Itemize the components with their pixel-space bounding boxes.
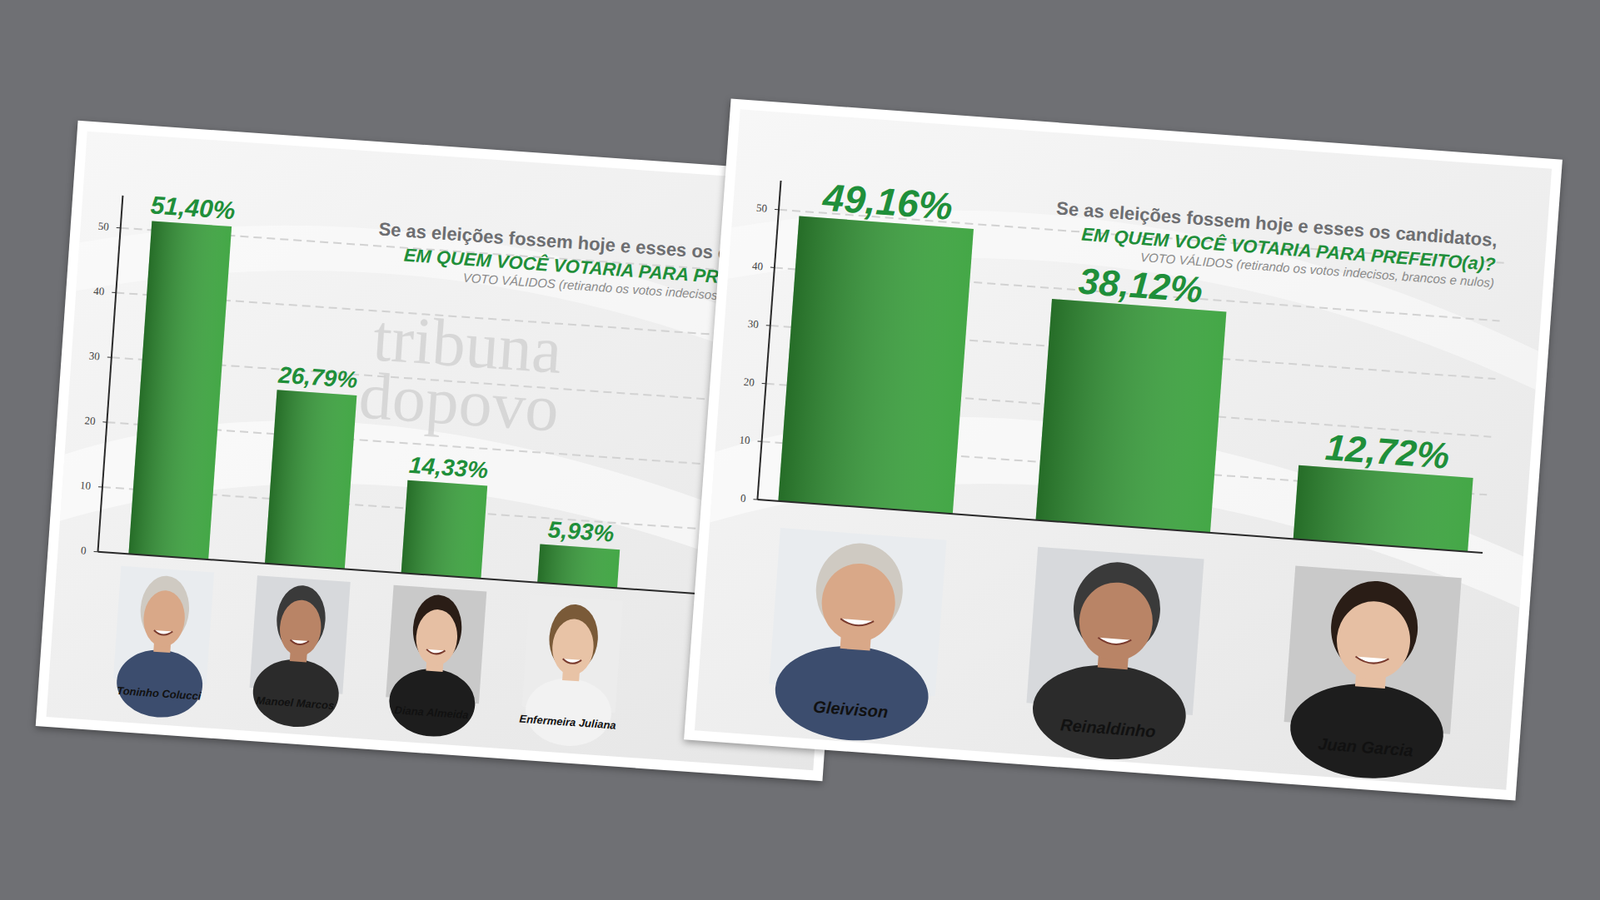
bar-shade [1293, 465, 1474, 553]
tick-label: 30 [88, 348, 100, 363]
category-label: Manoel Marcos [255, 694, 335, 713]
y-axis [98, 195, 124, 553]
tick-label: 10 [738, 433, 751, 447]
photo [247, 575, 351, 731]
bar [537, 544, 620, 589]
photo-body [523, 675, 614, 749]
category-label: Gleivison [812, 697, 889, 723]
photo-face [413, 608, 459, 668]
panel [694, 109, 1552, 791]
photo-body [114, 647, 205, 721]
tick-label: 10 [79, 478, 92, 493]
data-label: 12,72% [1323, 426, 1451, 477]
category-label: Enfermeira Juliana [518, 712, 617, 733]
tick-label: 40 [751, 259, 763, 274]
photo-face [278, 598, 324, 658]
photo [1022, 547, 1205, 766]
bar-shade [1036, 299, 1227, 534]
bar [777, 216, 974, 515]
photo-body [772, 641, 933, 747]
photo-body [250, 656, 341, 730]
bar-shade [537, 544, 620, 589]
photo-smile [1097, 638, 1132, 646]
photo-body [387, 666, 478, 740]
photo-body [1029, 659, 1190, 765]
bar-shade [401, 480, 489, 579]
bar [264, 389, 357, 569]
photo-smile [289, 639, 310, 645]
watermark: dopovo [356, 358, 562, 446]
category-label: Diana Almeida [393, 703, 469, 722]
bar-shade [264, 389, 357, 569]
tick-label: 0 [80, 543, 88, 557]
photo [765, 528, 948, 747]
data-label: 51,40% [149, 190, 237, 225]
data-label: 14,33% [408, 452, 489, 484]
photo-face [1334, 598, 1414, 683]
data-label: 5,93% [547, 516, 615, 547]
photo-smile [562, 658, 582, 664]
bar [128, 220, 232, 560]
tick-label: 20 [84, 413, 96, 428]
category-label: Juan Garcia [1317, 734, 1415, 760]
y-axis [757, 180, 781, 500]
data-label: 49,16% [820, 175, 954, 229]
tick-label: 20 [742, 375, 755, 389]
tick-label: 50 [97, 219, 110, 234]
photo [383, 585, 487, 741]
category-label: Reinaldinho [1060, 715, 1157, 741]
photo [519, 594, 624, 750]
photo [110, 566, 215, 722]
photo-body [1286, 678, 1447, 784]
chart-card: 01020304050Se as eleições fossem hoje e … [683, 98, 1563, 801]
bar [1036, 299, 1227, 534]
tick-label: 40 [93, 284, 105, 299]
bar [1293, 465, 1474, 553]
photo [1280, 566, 1462, 785]
photo-smile [1355, 657, 1389, 665]
data-label: 38,12% [1076, 259, 1204, 310]
category-label: Toninho Colucci [116, 684, 203, 703]
photo-smile [426, 649, 446, 655]
chart: 01020304050Se as eleições fossem hoje e … [683, 98, 1563, 801]
data-label: 26,79% [276, 361, 359, 394]
bar [401, 480, 489, 579]
tick-label: 50 [756, 201, 768, 215]
photo-smile [840, 618, 874, 627]
photo-face [1076, 580, 1157, 664]
photo-face [550, 618, 596, 678]
photo-face [818, 561, 898, 645]
tick-label: 30 [747, 317, 759, 331]
photo-smile [154, 630, 174, 636]
bar-shade [777, 216, 974, 515]
photo-face [141, 589, 187, 649]
bar-shade [128, 220, 232, 560]
tick-label: 0 [739, 492, 747, 505]
